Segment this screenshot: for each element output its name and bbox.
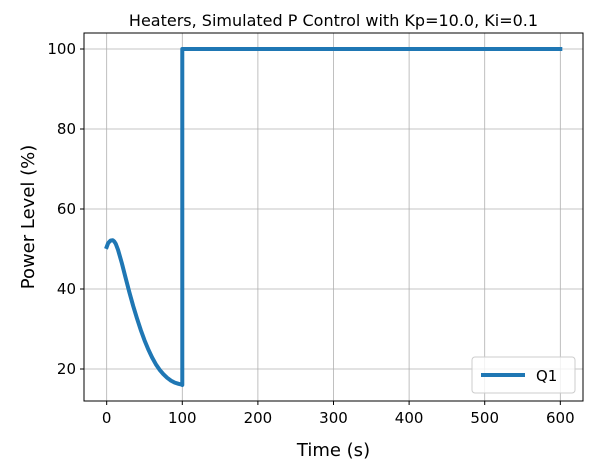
- x-tick-label: 300: [319, 409, 348, 427]
- y-tick-label: 100: [47, 40, 76, 58]
- y-tick-label: 20: [57, 360, 76, 378]
- y-axis-label: Power Level (%): [18, 145, 39, 290]
- x-tick-label: 200: [244, 409, 273, 427]
- x-tick-label: 0: [102, 409, 112, 427]
- legend-label-q1: Q1: [536, 367, 557, 385]
- x-tick-label: 400: [395, 409, 424, 427]
- series-line-q1: [104, 47, 563, 387]
- y-tick-label: 60: [57, 200, 76, 218]
- x-tick-label: 600: [546, 409, 575, 427]
- x-tick-label: 500: [470, 409, 499, 427]
- x-axis-label: Time (s): [296, 440, 370, 461]
- ticks: 0 100 200 300 400 500 600 20 40 60 80 100: [47, 40, 574, 427]
- y-tick-label: 40: [57, 280, 76, 298]
- series-layer: [104, 47, 563, 387]
- chart-title: Heaters, Simulated P Control with Kp=10.…: [129, 11, 538, 30]
- legend: Q1: [471, 356, 576, 394]
- y-tick-label: 80: [57, 120, 76, 138]
- x-tick-label: 100: [168, 409, 197, 427]
